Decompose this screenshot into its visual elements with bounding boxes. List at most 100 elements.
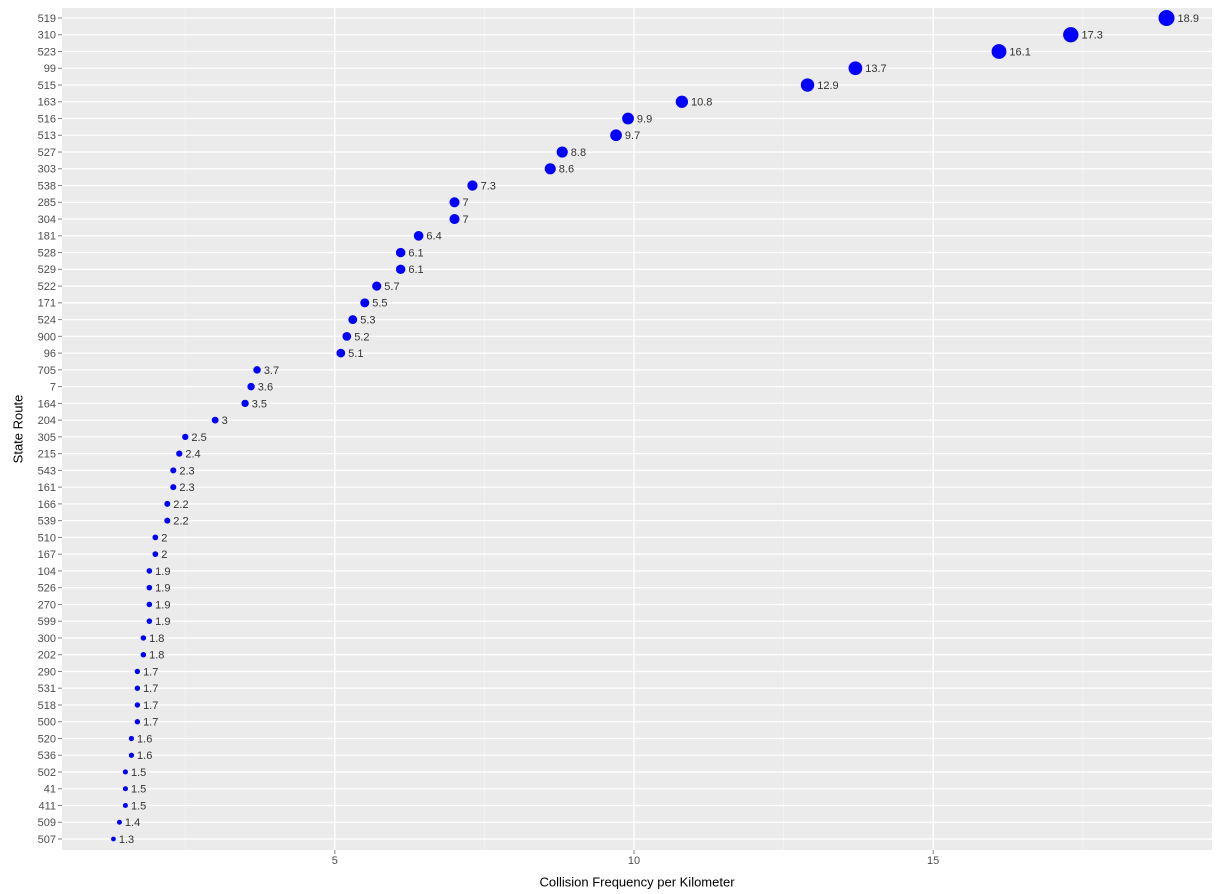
data-label: 1.5 bbox=[131, 784, 146, 796]
data-label: 1.3 bbox=[119, 834, 134, 846]
y-tick-label: 166 bbox=[38, 499, 56, 511]
data-label: 8.8 bbox=[571, 147, 586, 159]
y-tick-label: 164 bbox=[38, 398, 56, 410]
y-tick-label: 104 bbox=[38, 566, 56, 578]
data-label: 3.5 bbox=[252, 398, 267, 410]
dot bbox=[134, 702, 141, 708]
y-tick-label: 305 bbox=[38, 432, 56, 444]
y-tick-label: 515 bbox=[38, 80, 56, 92]
y-tick-label: 500 bbox=[38, 717, 56, 729]
x-tick-label: 10 bbox=[628, 855, 640, 867]
dot bbox=[211, 416, 219, 424]
y-tick-label: 161 bbox=[38, 482, 56, 494]
y-tick-label: 167 bbox=[38, 549, 56, 561]
data-label: 1.9 bbox=[155, 566, 170, 578]
dot bbox=[336, 348, 346, 358]
data-label: 1.5 bbox=[131, 767, 146, 779]
data-label: 5.3 bbox=[360, 314, 375, 326]
dot bbox=[146, 601, 153, 608]
data-label: 18.9 bbox=[1178, 13, 1199, 25]
dot bbox=[146, 618, 153, 624]
dot bbox=[146, 584, 153, 591]
data-label: 1.7 bbox=[143, 700, 158, 712]
x-axis-title: Collision Frequency per Kilometer bbox=[539, 874, 735, 889]
data-label: 6.4 bbox=[426, 231, 441, 243]
dot bbox=[146, 568, 153, 574]
dot bbox=[140, 651, 147, 658]
y-tick-label: 524 bbox=[38, 314, 56, 326]
data-label: 5.7 bbox=[384, 281, 399, 293]
dot bbox=[848, 61, 863, 76]
data-label: 2.5 bbox=[191, 432, 206, 444]
y-tick-label: 300 bbox=[38, 633, 56, 645]
y-tick-label: 528 bbox=[38, 247, 56, 259]
marks: 18.9 17.3 16.1 13.7 12.9 10.8 9.9 9.7 8.8 8.6 7.3 7… bbox=[111, 9, 1199, 846]
y-tick-label: 96 bbox=[44, 348, 56, 360]
data-label: 7.3 bbox=[481, 180, 496, 192]
y-tick-label: 538 bbox=[38, 180, 56, 192]
data-label: 9.9 bbox=[637, 113, 652, 125]
data-label: 2.3 bbox=[179, 482, 194, 494]
y-tick-label: 516 bbox=[38, 113, 56, 125]
dot bbox=[122, 769, 128, 775]
y-tick-label: 527 bbox=[38, 147, 56, 159]
dot bbox=[176, 450, 183, 457]
y-tick-label: 310 bbox=[38, 30, 56, 42]
dot bbox=[395, 247, 406, 258]
y-tick-label: 513 bbox=[38, 130, 56, 142]
grid bbox=[62, 8, 1212, 850]
dot bbox=[164, 500, 171, 507]
data-label: 1.9 bbox=[155, 599, 170, 611]
y-tick-label: 705 bbox=[38, 365, 56, 377]
dot bbox=[675, 95, 689, 108]
dot bbox=[991, 44, 1007, 59]
dot bbox=[116, 819, 122, 825]
data-label: 5.5 bbox=[372, 298, 387, 310]
data-label: 7 bbox=[463, 214, 469, 226]
data-label: 1.7 bbox=[143, 717, 158, 729]
y-tick-label: 181 bbox=[38, 231, 56, 243]
data-label: 1.9 bbox=[155, 583, 170, 595]
panel bbox=[62, 8, 1212, 850]
data-label: 8.6 bbox=[559, 164, 574, 176]
y-tick-label: 411 bbox=[38, 800, 56, 812]
y-tick-label: 41 bbox=[44, 784, 56, 796]
data-label: 2.4 bbox=[185, 449, 200, 461]
data-label: 10.8 bbox=[691, 97, 712, 109]
data-label: 16.1 bbox=[1009, 46, 1030, 58]
y-tick-label: 285 bbox=[38, 197, 56, 209]
data-label: 1.6 bbox=[137, 733, 152, 745]
y-tick-label: 520 bbox=[38, 733, 56, 745]
dot bbox=[556, 146, 568, 158]
dot bbox=[122, 802, 128, 809]
y-tick-label: 510 bbox=[38, 532, 56, 544]
y-tick-label: 526 bbox=[38, 583, 56, 595]
data-label: 13.7 bbox=[865, 63, 886, 75]
data-label: 2.2 bbox=[173, 516, 188, 528]
data-label: 3.7 bbox=[264, 365, 279, 377]
dot bbox=[342, 331, 352, 341]
dot bbox=[348, 315, 358, 325]
data-label: 1.9 bbox=[155, 616, 170, 628]
data-label: 1.7 bbox=[143, 666, 158, 678]
x-tick-label: 15 bbox=[927, 855, 939, 867]
y-tick-label: 304 bbox=[38, 214, 56, 226]
y-tick-label: 99 bbox=[44, 63, 56, 75]
y-tick-label: 599 bbox=[38, 616, 56, 628]
data-label: 1.7 bbox=[143, 683, 158, 695]
dot bbox=[152, 551, 159, 558]
y-axis-title: State Route bbox=[10, 395, 25, 464]
dot bbox=[253, 366, 261, 374]
data-label: 1.5 bbox=[131, 800, 146, 812]
dot bbox=[152, 534, 159, 541]
y-tick-label: 163 bbox=[38, 97, 56, 109]
data-label: 17.3 bbox=[1081, 30, 1102, 42]
data-label: 2 bbox=[161, 549, 167, 561]
data-label: 5.2 bbox=[354, 331, 369, 343]
y-tick-label: 204 bbox=[38, 415, 56, 427]
dot bbox=[449, 214, 460, 225]
dot bbox=[372, 281, 382, 291]
y-tick-label: 507 bbox=[38, 834, 56, 846]
dot bbox=[140, 635, 147, 641]
